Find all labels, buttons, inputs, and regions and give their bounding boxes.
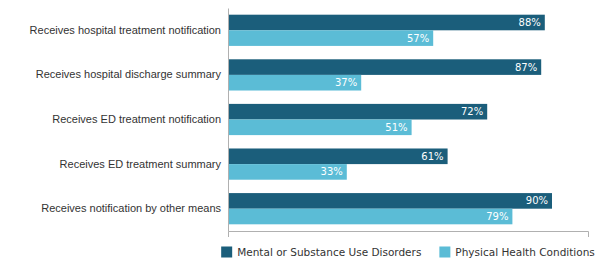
data-label: 51% [385,122,407,133]
tick-label: Receives hospital treatment notification [30,24,221,36]
bar [228,104,487,120]
legend-item: Physical Health Conditions [439,246,594,258]
legend-swatch [439,247,450,258]
axis-line [229,232,589,238]
legend-swatch [221,247,232,258]
tick-label: Receives ED treatment notification [52,113,221,125]
tick-label: Receives hospital discharge summary [36,68,222,80]
data-label: 87% [515,62,537,73]
tick: Receives ED treatment notification [52,113,221,125]
bar [228,193,552,209]
data-label: 72% [461,106,483,117]
legend-label: Mental or Substance Use Disorders [237,246,421,258]
tick-label: Receives notification by other means [41,202,221,214]
bars [228,15,552,225]
tick: Receives hospital treatment notification [30,24,221,36]
legend-item: Mental or Substance Use Disorders [221,246,421,258]
data-label: 57% [407,33,429,44]
chart: 88% 87% 72% 61% 90% 57% 37% 51% 33% 79% Receives h… [0,0,604,265]
data-label: 90% [526,195,548,206]
data-label: 79% [486,211,508,222]
plot-area: 88% 87% 72% 61% 90% 57% 37% 51% 33% 79% Receives h… [30,9,589,238]
tick: Receives ED treatment summary [60,158,222,170]
tick: Receives notification by other means [41,202,221,214]
data-label: 61% [421,151,443,162]
bar [228,15,545,31]
data-label: 37% [335,77,357,88]
bar [228,209,512,225]
bar [228,120,412,136]
data-label: 88% [519,17,541,28]
bar [228,59,541,75]
bar-series [228,15,552,209]
bar [228,148,448,164]
bar [228,30,433,46]
tick: Receives hospital discharge summary [36,68,222,80]
legend: Mental or Substance Use Disorders Physica… [221,246,595,258]
bar [228,75,361,91]
data-labels: 88% 87% 72% 61% 90% 57% 37% 51% 33% 79% [321,17,548,222]
bar [228,164,347,180]
legend-label: Physical Health Conditions [455,246,594,258]
data-label: 33% [321,166,343,177]
y-axis: Receives hospital treatment notification… [30,9,229,232]
tick-label: Receives ED treatment summary [60,158,222,170]
axis-line [228,9,229,232]
bar-series [228,30,512,224]
x-axis [229,232,589,238]
